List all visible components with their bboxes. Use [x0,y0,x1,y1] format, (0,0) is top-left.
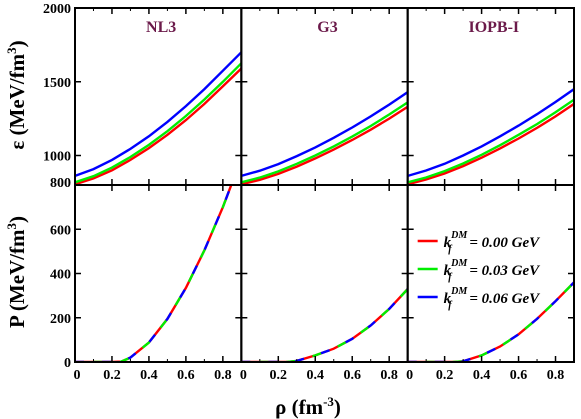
energy-curve-nl3-0 [75,67,242,185]
panel-title: G3 [317,19,337,36]
energy-curve-g3-0 [241,105,408,185]
bottom-y-axis-label-sup: 3 [4,222,19,229]
pressure-curve-iopb-i-1 [407,281,574,362]
x-tick-label: 0.4 [473,368,491,383]
panel-g3: G3 0 0.2 0.4 0.6 0.8 [240,7,409,383]
top-y-tick-label: 1000 [43,150,71,165]
top-y-tick-label: 2000 [43,2,71,17]
x-tick-label: 0 [74,368,81,383]
energy-curve-iopb-i-1 [407,98,574,184]
top-y-tick-label: 800 [50,176,71,191]
x-tick-label: 0.6 [343,368,361,383]
pressure-curve-nl3-0 [75,185,233,362]
x-tick-label: 0.8 [214,368,232,383]
x-tick-label: 0.6 [177,368,195,383]
panel-title: IOPB-I [468,19,519,36]
pressure-curve-nl3-1 [75,185,233,362]
panel-frame-bottom [74,184,243,363]
bottom-y-axis-label-main: P (MeV/fm [5,229,29,328]
x-tick-label: 0 [240,368,247,383]
x-tick-label: 0.8 [547,368,565,383]
plot-area: NL3 0 0.2 0.4 0.6 0.8 G3 0 0.2 0.4 0.6 0.8 IOPB-I 0 0.… [43,2,575,383]
x-tick-label: 0.4 [307,368,325,383]
top-y-axis-label-main: ε (MeV/fm [5,53,29,149]
top-y-axis-label-sup: 3 [4,47,19,54]
x-tick-label: 0.2 [436,368,454,383]
energy-curve-iopb-i-0 [407,102,574,185]
pressure-curve-g3-1 [241,288,408,362]
bottom-y-tick-label: 0 [64,356,71,371]
legend-label: kDM f = 0.00 GeV [444,230,542,255]
panel-iopb-i: IOPB-I 0 0.2 0.4 0.6 0.8 [406,7,575,383]
bottom-y-axis-label: P (MeV/fm3) [4,216,29,328]
energy-curve-iopb-i-2 [407,88,574,178]
x-tick-label: 0.6 [510,368,528,383]
x-axis-label-end: ) [334,395,341,419]
bottom-y-tick-label: 400 [50,268,71,283]
x-axis-label: ρ (fm-3) [275,394,341,419]
top-y-axis-label-text: ε (MeV/fm3) [4,40,29,149]
top-y-axis-label-end: ) [5,40,29,47]
energy-curve-nl3-2 [75,51,242,178]
x-tick-label: 0.4 [140,368,158,383]
x-axis-label-sup: -3 [323,394,334,409]
energy-curve-nl3-1 [75,62,242,184]
x-tick-label: 0 [406,368,413,383]
energy-curve-g3-1 [241,101,408,184]
top-y-tick-label: 1500 [43,76,71,91]
x-tick-label: 0.2 [103,368,121,383]
bottom-y-tick-label: 200 [50,312,71,327]
panel-frame-bottom [240,184,409,363]
bottom-y-tick-label: 600 [50,223,71,238]
legend-label: kDM f = 0.06 GeV [444,286,542,311]
bottom-y-axis-label-text: P (MeV/fm3) [4,216,29,328]
x-axis-label-text: ρ (fm-3) [275,394,341,419]
top-y-axis-label: ε (MeV/fm3) [4,40,29,149]
x-tick-label: 0.8 [380,368,398,383]
panel-nl3: NL3 0 0.2 0.4 0.6 0.8 [74,7,243,383]
legend-label: kDM f = 0.03 GeV [444,258,542,283]
x-tick-label: 0.2 [270,368,288,383]
x-axis-label-main: ρ (fm [275,395,323,419]
panel-title: NL3 [146,19,176,36]
energy-curve-g3-2 [241,91,408,178]
bottom-y-axis-label-end: ) [5,216,29,223]
pressure-curve-g3-2 [241,288,408,362]
